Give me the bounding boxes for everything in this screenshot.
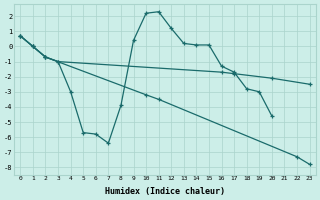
X-axis label: Humidex (Indice chaleur): Humidex (Indice chaleur) <box>105 187 225 196</box>
